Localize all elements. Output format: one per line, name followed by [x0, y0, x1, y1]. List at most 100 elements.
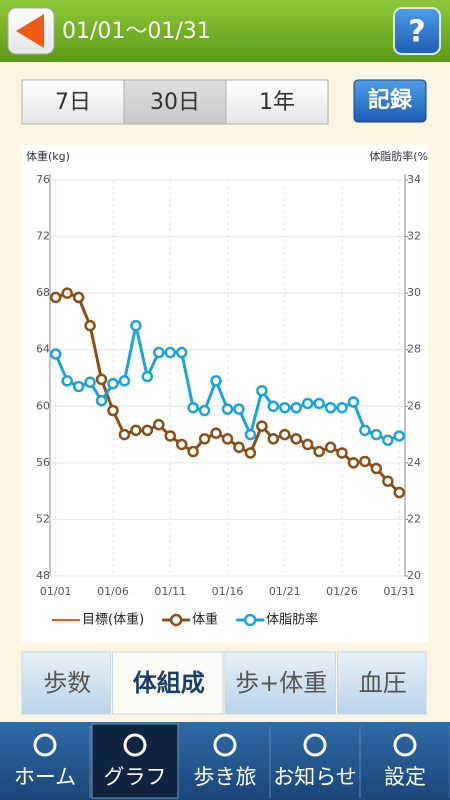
point — [61, 287, 73, 299]
legend-label: 体脂肪率 — [266, 612, 318, 628]
help-button[interactable]: ? — [393, 7, 441, 55]
bottom-tab-label: 歩数 — [43, 669, 91, 697]
header-bar — [0, 0, 450, 62]
point — [324, 401, 337, 414]
nav-label: 歩き旅 — [194, 765, 257, 789]
x-tick-label: 01/11 — [154, 585, 186, 598]
point — [61, 375, 73, 387]
point — [175, 438, 188, 451]
bottom-tab[interactable]: 歩+体重 — [224, 651, 336, 715]
point — [49, 291, 62, 304]
y-tick-label: 68 — [36, 286, 50, 299]
point — [336, 401, 348, 414]
point — [359, 455, 371, 468]
nav-icon — [213, 733, 237, 757]
point — [95, 394, 108, 407]
point — [244, 447, 257, 459]
point — [370, 462, 383, 475]
chart-panel — [22, 145, 428, 642]
y-tick-label: 52 — [36, 512, 50, 525]
point — [187, 445, 199, 458]
legend-marker — [243, 613, 257, 627]
nav-item[interactable]: グラフ — [91, 723, 179, 799]
record-button-bg — [353, 79, 427, 123]
bottom-tab[interactable]: 歩数 — [21, 651, 111, 715]
nav-item[interactable]: ホーム — [14, 726, 91, 798]
legend-label: 目標(体重) — [82, 612, 144, 628]
point — [153, 346, 165, 359]
nav-item[interactable]: 設定 — [384, 726, 450, 798]
point — [382, 475, 394, 487]
range-tab-bg — [123, 79, 227, 125]
point — [141, 424, 154, 437]
back-arrow — [16, 14, 44, 48]
range-tab[interactable]: 30日 — [123, 79, 227, 125]
point — [359, 424, 371, 437]
point — [107, 404, 119, 417]
bottom-tab[interactable]: 体組成 — [112, 651, 224, 715]
range-tab-label: 30日 — [150, 90, 200, 115]
bottom-tab[interactable]: 血圧 — [337, 651, 427, 715]
point — [347, 457, 360, 469]
point — [221, 403, 234, 415]
point — [290, 401, 302, 414]
record-button[interactable]: 記録 — [353, 79, 427, 123]
x-tick-label: 01/01 — [40, 585, 72, 598]
point — [244, 428, 257, 441]
nav-item[interactable]: 歩き旅 — [194, 726, 271, 798]
y-axis-label: 体重(kg) — [26, 149, 70, 163]
bottom-tab-bg — [224, 651, 336, 715]
record-label: 記録 — [368, 87, 413, 113]
point — [233, 403, 245, 415]
chart: 48 52 56 60 64 68 72 76 20 22 24 26 28 30 32 34 01/01 01/… — [36, 173, 421, 628]
back-button[interactable] — [7, 7, 55, 55]
point — [233, 441, 245, 454]
range-tab[interactable]: 7日 — [21, 79, 125, 125]
point — [210, 427, 222, 439]
point — [72, 380, 85, 393]
point — [107, 377, 119, 390]
point — [210, 375, 222, 387]
point — [84, 319, 96, 332]
range-tab[interactable]: 1年 — [225, 79, 329, 125]
point — [187, 401, 199, 414]
bottom-tabs: 歩数 体組成 歩+体重 血圧 — [21, 651, 427, 715]
point — [256, 384, 268, 397]
point — [279, 428, 291, 441]
point — [393, 486, 406, 499]
nav-icon — [123, 733, 147, 757]
y2-tick-label: 28 — [407, 343, 421, 356]
y2-tick-label: 22 — [407, 512, 421, 525]
point — [279, 401, 291, 414]
y2-tick-label: 26 — [407, 399, 421, 412]
point — [141, 370, 154, 383]
bottom-tab-bg — [337, 651, 427, 715]
nav-label: 設定 — [384, 765, 426, 789]
point — [267, 400, 280, 413]
y2-tick-label: 30 — [407, 286, 421, 299]
nav-item[interactable]: お知らせ — [273, 726, 361, 798]
point — [267, 433, 280, 445]
point — [313, 397, 325, 410]
point — [221, 433, 234, 445]
bottom-tab-bg — [112, 651, 224, 715]
point — [130, 319, 142, 332]
point — [382, 434, 394, 446]
legend-marker — [169, 613, 183, 627]
point — [370, 428, 383, 441]
point — [324, 441, 337, 454]
y2-tick-label: 32 — [407, 230, 421, 243]
range-tabs: 7日 30日 1年 — [21, 79, 329, 125]
nav-icon — [33, 733, 57, 757]
point — [336, 447, 348, 459]
bottom-tab-bg — [21, 651, 111, 715]
y2-tick-label: 34 — [407, 173, 421, 186]
legend-label: 体重 — [192, 612, 218, 628]
point — [84, 376, 96, 388]
point — [153, 418, 165, 431]
y-tick-label: 48 — [36, 569, 50, 582]
point — [301, 438, 314, 451]
point — [301, 397, 314, 410]
point — [95, 373, 108, 386]
